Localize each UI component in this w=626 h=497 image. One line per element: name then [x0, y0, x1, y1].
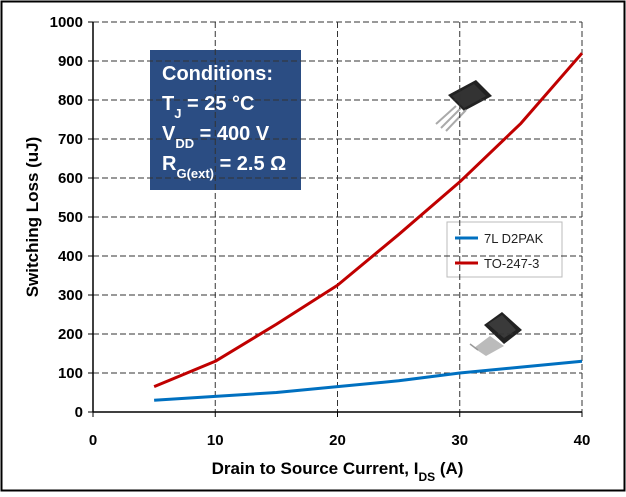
conditions-part: = 400 V: [194, 123, 270, 145]
x-axis-label-part: (A): [435, 459, 463, 478]
d2pak-icon: [469, 312, 522, 356]
y-tick-label: 900: [58, 53, 83, 70]
x-tick-label: 10: [207, 432, 224, 449]
conditions-part: T: [162, 93, 174, 115]
y-tick-label: 0: [75, 404, 83, 421]
y-tick-label: 700: [58, 131, 83, 148]
y-tick-label: 400: [58, 248, 83, 265]
conditions-title: Conditions:: [162, 63, 273, 85]
conditions-part: J: [174, 106, 181, 121]
y-tick-label: 200: [58, 326, 83, 343]
x-tick-label: 40: [574, 432, 591, 449]
series-line: [154, 359, 583, 402]
to247-icon: [435, 80, 492, 132]
conditions-part: R: [162, 153, 177, 175]
y-tick-label: 500: [58, 209, 83, 226]
y-tick-label: 300: [58, 287, 83, 304]
conditions-part: V: [162, 123, 176, 145]
y-tick-label: 1000: [50, 14, 83, 31]
x-tick-label: 0: [89, 432, 97, 449]
y-tick-label: 600: [58, 170, 83, 187]
x-tick-label: 20: [329, 432, 346, 449]
conditions-line: VDD = 400 V: [162, 123, 270, 151]
conditions-line: RG(ext) = 2.5 Ω: [162, 153, 286, 181]
conditions-part: = 25 °C: [181, 93, 254, 115]
y-axis-label: Switching Loss (uJ): [23, 137, 42, 298]
legend-label: 7L D2PAK: [484, 231, 544, 246]
x-tick-label: 30: [451, 432, 468, 449]
x-axis-label-part: Drain to Source Current, I: [212, 459, 419, 478]
series-line: [153, 52, 584, 389]
conditions-part: DD: [175, 136, 194, 151]
x-axis-label-part: DS: [418, 470, 435, 484]
y-tick-label: 100: [58, 365, 83, 382]
conditions-line: TJ = 25 °C: [162, 93, 255, 121]
y-tick-label: 800: [58, 92, 83, 109]
x-axis-label: Drain to Source Current, IDS (A): [212, 459, 464, 484]
conditions-part: = 2.5 Ω: [214, 153, 286, 175]
conditions-part: G(ext): [176, 166, 214, 181]
legend-label: TO-247-3: [484, 256, 539, 271]
legend-box: [446, 221, 563, 278]
conditions-box: [150, 50, 301, 190]
